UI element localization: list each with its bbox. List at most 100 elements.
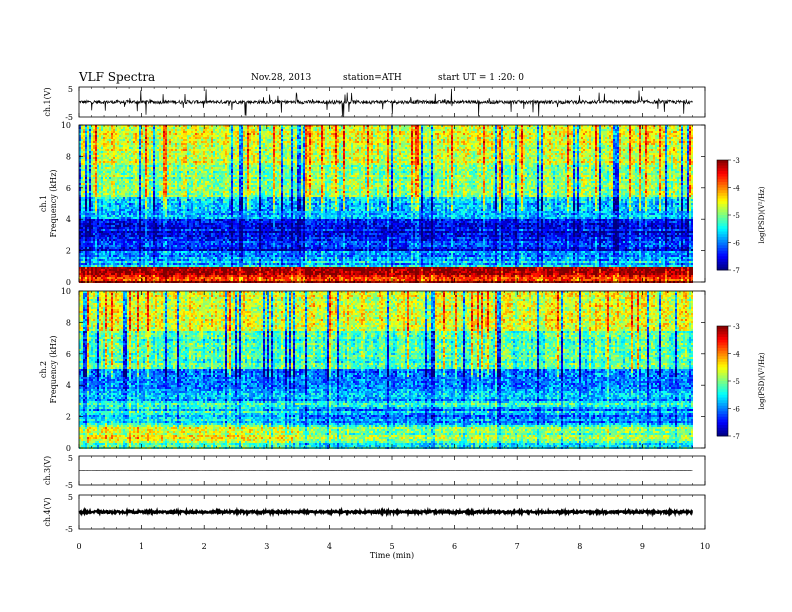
ch1-spectrogram-cell <box>83 135 85 137</box>
ch1-spectrogram-cell <box>89 177 91 179</box>
ch1-spectrogram-cell <box>97 261 99 263</box>
ch1-spectrogram-cell <box>85 277 87 279</box>
ch1-spectrogram-cell <box>83 163 85 165</box>
ch1-spectrogram-cell <box>93 263 95 265</box>
ch1-spectrogram-cell <box>97 277 99 279</box>
ch1-spectrogram-cell <box>91 133 93 135</box>
ch1-spectrogram-cell <box>91 171 93 173</box>
ch1-spectrogram-cell <box>83 209 85 211</box>
ch1-spectrogram-cell <box>81 199 83 201</box>
ch1-spectrogram-cell <box>85 211 87 213</box>
ch1-spectrogram-cell <box>87 199 89 201</box>
ch1-spectrogram-cell <box>91 247 93 249</box>
ch1-spectrogram-cell <box>85 173 87 175</box>
ch1-spectrogram-cell <box>91 251 93 253</box>
ch1-spectrogram-cell <box>89 143 91 145</box>
ch1-spectrogram-cell <box>97 137 99 139</box>
ch1-spectrogram-cell <box>83 211 85 213</box>
ch1-spectrogram-cell <box>93 267 95 269</box>
ch1-spectrogram-cell <box>89 209 91 211</box>
ch1-spectrogram-cell <box>95 231 97 233</box>
ch1-spectrogram-cell <box>81 259 83 261</box>
ch1-spectrogram-cell <box>93 173 95 175</box>
ch1-spectrogram-cell <box>89 279 91 281</box>
ch1-spectrogram-cell <box>81 225 83 227</box>
ch1-spectrogram-cell <box>83 235 85 237</box>
ch1-spectrogram-cell <box>91 241 93 243</box>
ch1-spectrogram-cell <box>89 151 91 153</box>
ch1-spectrogram-cell <box>85 251 87 253</box>
ch1-spectrogram-cell <box>85 171 87 173</box>
ch1-spectrogram-cell <box>83 195 85 197</box>
ch1-spectrogram-cell <box>95 207 97 209</box>
ch1-spectrogram-cell <box>81 269 83 271</box>
ch1-spectrogram-cell <box>91 249 93 251</box>
ch1-spectrogram-cell <box>81 265 83 267</box>
ch1-spectrogram-cell <box>89 195 91 197</box>
ch1-spectrogram-cell <box>87 145 89 147</box>
ch1-spectrogram-cell <box>97 205 99 207</box>
ch1-spectrogram-cell <box>83 149 85 151</box>
ch1-waveform-ytick-label: 5 <box>68 85 73 94</box>
ch1-spectrogram-cell <box>85 269 87 271</box>
ch1-spectrogram-cell <box>83 217 85 219</box>
ch1-spectrogram-cell <box>97 159 99 161</box>
ch1-spectrogram-cell <box>91 215 93 217</box>
ch1-spectrogram-cell <box>91 245 93 247</box>
ch1-spectrogram-cell <box>89 261 91 263</box>
ch1-spectrogram-cell <box>83 205 85 207</box>
ch1-spectrogram-cell <box>89 169 91 171</box>
ch1-spectrogram-cell <box>81 159 83 161</box>
ch1-spectrogram-cell <box>97 167 99 169</box>
ch1-spectrogram-cell <box>93 187 95 189</box>
ch1-spectrogram-cell <box>87 137 89 139</box>
ch1-spectrogram-cell <box>87 197 89 199</box>
ch1-spectrogram-cell <box>95 133 97 135</box>
ch1-spectrogram-cell <box>89 235 91 237</box>
ch1-spectrogram-cell <box>91 167 93 169</box>
ch1-spectrogram-cell <box>93 133 95 135</box>
ch1-spectrogram-cell <box>93 185 95 187</box>
ch1-spectrogram-cell <box>91 177 93 179</box>
ch1-spectrogram-cell <box>85 167 87 169</box>
ch1-spectrogram-cell <box>95 277 97 279</box>
ch1-spectrogram-cell <box>83 239 85 241</box>
ch1-spectrogram-cell <box>87 279 89 281</box>
ch1-spectrogram-cell <box>87 127 89 129</box>
ch1-spectrogram-cell <box>81 261 83 263</box>
ch1-spectrogram-cell <box>97 217 99 219</box>
ch1-spectrogram-cell <box>89 133 91 135</box>
ch1-spectrogram-cell <box>81 247 83 249</box>
ch1-spectrogram-cell <box>93 237 95 239</box>
ch1-spectrogram-cell <box>95 257 97 259</box>
ch1-spectrogram-cell <box>97 235 99 237</box>
ch1-spectrogram-cell <box>81 215 83 217</box>
ch1-spectrogram-cell <box>81 243 83 245</box>
ch1-spectrogram-cell <box>87 243 89 245</box>
ch1-spectrogram-cell <box>91 173 93 175</box>
ch1-spectrogram-cell <box>87 203 89 205</box>
ch1-spectrogram-cell <box>95 161 97 163</box>
ch1-spectrogram-cell <box>89 273 91 275</box>
ch1-spectrogram-cell <box>81 213 83 215</box>
ch1-spectrogram-cell <box>95 215 97 217</box>
ch1-spectrogram-cell <box>97 255 99 257</box>
ch1-spectrogram-cell <box>95 147 97 149</box>
ch1-spectrogram-cell <box>99 129 101 131</box>
ch1-spectrogram-cell <box>83 213 85 215</box>
ch1-spectrogram-cell <box>93 197 95 199</box>
ch1-spectrogram-cell <box>89 275 91 277</box>
ch1-spectrogram-cell <box>93 143 95 145</box>
ch1-spectrogram-cell <box>95 167 97 169</box>
ch1-spectrogram-cell <box>97 243 99 245</box>
ch1-spectrogram-cell <box>89 217 91 219</box>
ch1-spectrogram-cell <box>81 161 83 163</box>
ch1-spectrogram-cell <box>93 171 95 173</box>
ch1-spectrogram-cell <box>93 129 95 131</box>
ch1-spectrogram-cell <box>91 163 93 165</box>
ch1-spectrogram-cell <box>93 257 95 259</box>
ch1-spectrogram-cell <box>97 209 99 211</box>
ch1-spectrogram-cell <box>97 171 99 173</box>
ch1-spectrogram-cell <box>93 135 95 137</box>
ch1-spectrogram-cell <box>95 271 97 273</box>
